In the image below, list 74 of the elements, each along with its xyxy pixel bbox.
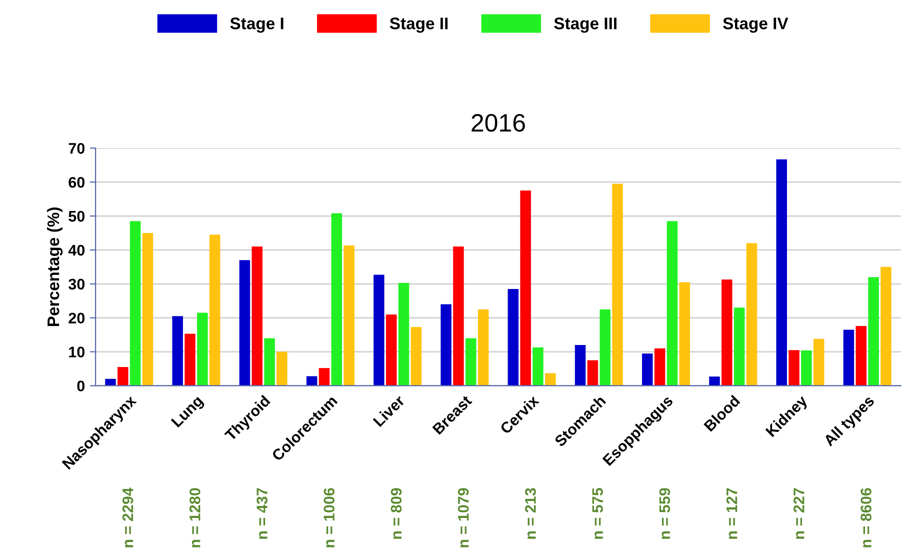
bar xyxy=(386,314,397,386)
legend-label: Stage I xyxy=(230,18,284,33)
text: n = 1280 xyxy=(190,488,200,548)
text: n = 575 xyxy=(592,488,603,539)
bar xyxy=(788,350,800,386)
bar xyxy=(600,309,610,386)
bar xyxy=(172,316,183,386)
bar xyxy=(276,352,288,386)
bar xyxy=(709,376,720,386)
bar xyxy=(813,338,824,386)
bar xyxy=(209,234,220,386)
bar xyxy=(574,344,586,386)
bar xyxy=(142,232,154,386)
bar xyxy=(478,309,489,386)
text: n = 437 xyxy=(256,488,268,539)
bar xyxy=(801,350,812,386)
bar xyxy=(130,221,141,386)
bar xyxy=(545,373,556,386)
bar xyxy=(679,282,690,386)
bar xyxy=(105,378,116,386)
bar xyxy=(466,338,476,386)
y-tick-label: 20 xyxy=(68,312,85,324)
bar xyxy=(868,277,879,386)
bar xyxy=(856,326,867,386)
bar xyxy=(331,213,342,386)
bar xyxy=(666,221,678,386)
bar xyxy=(734,308,745,386)
bar xyxy=(654,348,666,386)
bar xyxy=(508,288,519,386)
text: n = 213 xyxy=(525,488,536,539)
y-tick-label: 50 xyxy=(68,210,85,222)
bar xyxy=(453,246,464,386)
legend-label: Stage II xyxy=(390,18,448,33)
bar xyxy=(410,326,422,386)
bar xyxy=(722,279,732,386)
chart-title: 2016 xyxy=(472,114,525,132)
bar xyxy=(252,246,262,386)
bar xyxy=(532,347,544,386)
text: n = 127 xyxy=(726,488,738,539)
y-tick-label: 30 xyxy=(68,278,85,290)
y-tick-label: 70 xyxy=(68,143,85,154)
bar xyxy=(306,376,318,386)
bar xyxy=(264,338,275,386)
bar xyxy=(612,184,623,386)
bar xyxy=(374,274,384,386)
bar xyxy=(239,260,250,386)
bar xyxy=(398,282,410,386)
bar xyxy=(318,368,330,386)
legend-label: Stage III xyxy=(554,18,616,33)
bar xyxy=(184,334,196,386)
text: n = 559 xyxy=(659,488,670,539)
bar xyxy=(587,360,598,386)
bar xyxy=(880,266,892,386)
bar xyxy=(197,312,208,386)
bar xyxy=(344,246,354,386)
text: n = 1079 xyxy=(458,488,469,548)
text: n = 1006 xyxy=(324,488,335,548)
text: n = 8606 xyxy=(860,488,872,548)
y-tick-label: 10 xyxy=(69,346,85,358)
bar xyxy=(520,190,531,386)
y-tick-label: 40 xyxy=(68,244,85,256)
bar xyxy=(440,304,452,386)
text: n = 227 xyxy=(794,488,804,539)
text: n = 809 xyxy=(390,488,402,539)
legend-label: Stage IV xyxy=(723,18,788,33)
y-tick-label: 60 xyxy=(68,176,85,188)
bar xyxy=(843,330,854,386)
bar xyxy=(118,367,128,386)
text: n = 2294 xyxy=(122,488,134,548)
y-tick-label: 0 xyxy=(77,380,85,392)
bar xyxy=(746,243,758,386)
bar xyxy=(776,159,787,386)
bar xyxy=(642,353,653,386)
y-axis-title: Percentage (%) xyxy=(46,208,63,326)
